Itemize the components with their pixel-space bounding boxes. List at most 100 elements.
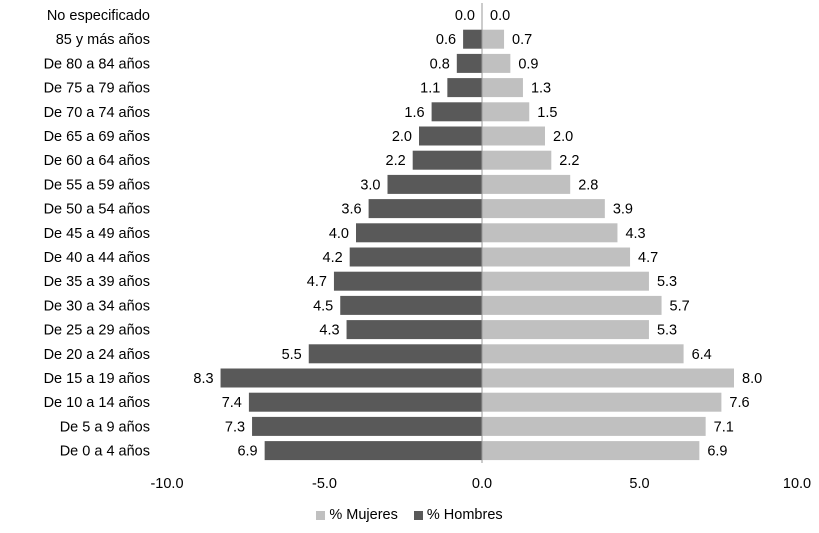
category-label: De 0 a 4 años [60, 444, 150, 460]
category-label: De 40 a 44 años [44, 250, 150, 266]
category-label: De 45 a 49 años [44, 226, 150, 242]
category-label: De 15 a 19 años [44, 371, 150, 387]
hombres-value-label: 1.1 [420, 81, 440, 97]
hombres-bar [220, 368, 483, 388]
hombres-value-label: 6.9 [237, 444, 257, 460]
mujeres-value-label: 0.7 [512, 32, 532, 48]
hombres-value-label: 4.7 [307, 274, 327, 290]
mujeres-value-label: 2.0 [553, 129, 573, 145]
hombres-value-label: 2.0 [392, 129, 412, 145]
hombres-bar [340, 295, 482, 315]
mujeres-bar [482, 223, 618, 243]
mujeres-bars [482, 29, 734, 461]
mujeres-bar [482, 368, 734, 388]
hombres-bar [333, 271, 482, 291]
x-tick-label: 5.0 [629, 476, 649, 492]
hombres-value-label: 4.0 [329, 226, 349, 242]
hombres-value-label: 4.2 [323, 250, 343, 266]
mujeres-value-label: 1.3 [531, 81, 551, 97]
x-axis-tick-labels: -10.0 -5.0 0.0 5.0 10.0 [150, 476, 811, 492]
mujeres-bar [482, 441, 700, 461]
hombres-bar [252, 416, 482, 436]
hombres-value-label: 3.6 [341, 202, 361, 218]
mujeres-value-label: 8.0 [742, 371, 762, 387]
mujeres-bar [482, 392, 722, 412]
mujeres-value-label: 5.7 [670, 298, 690, 314]
hombres-bar [308, 344, 482, 364]
hombres-bar [349, 247, 482, 267]
category-label: De 25 a 29 años [44, 323, 150, 339]
category-label: De 75 a 79 años [44, 81, 150, 97]
legend-label-mujeres: % Mujeres [329, 507, 398, 523]
legend-item-hombres: % Hombres [413, 507, 503, 523]
mujeres-value-labels: 0.00.7 0.9 1.3 1.5 2.0 2.2 2.8 3.9 4.3 4.7 5.3 5.7 5… [490, 8, 762, 460]
mujeres-bar [482, 102, 530, 122]
mujeres-bar [482, 320, 649, 340]
hombres-value-label: 0.6 [436, 32, 456, 48]
mujeres-value-label: 6.4 [692, 347, 712, 363]
category-label: De 20 a 24 años [44, 347, 150, 363]
hombres-value-label: 2.2 [386, 153, 406, 169]
mujeres-value-label: 7.1 [714, 419, 734, 435]
legend: % Mujeres % Hombres [0, 507, 819, 524]
hombres-value-labels: 0.0 0.6 0.8 1.1 1.6 2.0 2.2 3.0 3.6 4.0 4.2 4.7 4.5 4… [193, 8, 475, 460]
hombres-value-label: 4.5 [313, 298, 333, 314]
mujeres-value-label: 5.3 [657, 274, 677, 290]
category-label: De 55 a 59 años [44, 177, 150, 193]
category-label: De 35 a 39 años [44, 274, 150, 290]
mujeres-bar [482, 199, 605, 219]
category-label: De 5 a 9 años [60, 419, 150, 435]
mujeres-value-label: 6.9 [707, 444, 727, 460]
hombres-bar [447, 78, 482, 98]
mujeres-value-label: 5.3 [657, 323, 677, 339]
mujeres-value-label: 3.9 [613, 202, 633, 218]
mujeres-bar [482, 295, 662, 315]
mujeres-value-label: 4.7 [638, 250, 658, 266]
hombres-bar [419, 126, 482, 146]
mujeres-value-label: 2.8 [578, 177, 598, 193]
x-tick-label: 10.0 [783, 476, 811, 492]
x-tick-label: -10.0 [150, 476, 183, 492]
mujeres-value-label: 2.2 [559, 153, 579, 169]
category-labels: No especificado 85 y más años De 80 a 84 a… [44, 8, 150, 460]
mujeres-bar [482, 271, 649, 291]
hombres-value-label: 5.5 [282, 347, 302, 363]
hombres-bar [264, 441, 482, 461]
mujeres-value-label: 7.6 [729, 395, 749, 411]
mujeres-value-label: 4.3 [625, 226, 645, 242]
mujeres-bar [482, 53, 511, 73]
category-label: De 50 a 54 años [44, 202, 150, 218]
mujeres-bar [482, 174, 571, 194]
hombres-value-label: 1.6 [404, 105, 424, 121]
mujeres-value-label: 0.0 [490, 8, 510, 24]
category-label: De 30 a 34 años [44, 298, 150, 314]
hombres-bar [356, 223, 482, 243]
hombres-bar [248, 392, 482, 412]
legend-swatch-hombres [413, 510, 423, 520]
category-label: 85 y más años [56, 32, 150, 48]
category-label: No especificado [47, 8, 150, 24]
mujeres-value-label: 1.5 [537, 105, 557, 121]
category-label: De 10 a 14 años [44, 395, 150, 411]
hombres-bar [387, 174, 482, 194]
mujeres-value-label: 0.9 [518, 56, 538, 72]
hombres-value-label: 7.3 [225, 419, 245, 435]
mujeres-bar [482, 344, 684, 364]
hombres-value-label: 7.4 [222, 395, 242, 411]
mujeres-bar [482, 126, 545, 146]
x-tick-label: -5.0 [312, 476, 337, 492]
mujeres-bar [482, 150, 552, 170]
hombres-bar [463, 29, 482, 49]
hombres-value-label: 3.0 [360, 177, 380, 193]
hombres-value-label: 0.8 [430, 56, 450, 72]
hombres-bar [456, 53, 482, 73]
hombres-value-label: 0.0 [455, 8, 475, 24]
mujeres-bar [482, 416, 706, 436]
legend-swatch-mujeres [316, 510, 326, 520]
hombres-value-label: 8.3 [193, 371, 213, 387]
hombres-bar [412, 150, 482, 170]
category-label: De 80 a 84 años [44, 56, 150, 72]
category-label: De 65 a 69 años [44, 129, 150, 145]
hombres-bars [220, 29, 483, 461]
